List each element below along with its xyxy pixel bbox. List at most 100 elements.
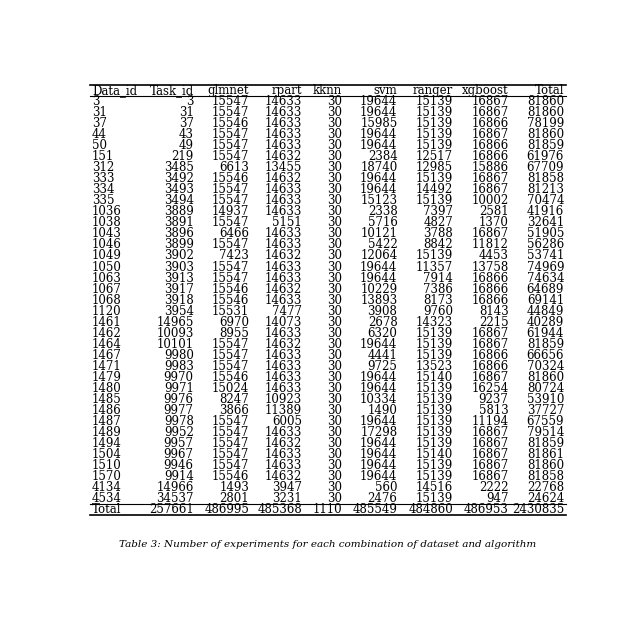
Text: 3899: 3899 (164, 238, 194, 252)
Text: 12985: 12985 (416, 161, 453, 174)
Text: 81859: 81859 (527, 437, 564, 450)
Text: 74634: 74634 (527, 271, 564, 285)
Text: 30: 30 (327, 228, 342, 240)
Text: 15547: 15547 (212, 360, 250, 373)
Text: 44849: 44849 (527, 305, 564, 318)
Text: 16866: 16866 (471, 271, 509, 285)
Text: 24624: 24624 (527, 493, 564, 505)
Text: 14632: 14632 (265, 172, 302, 185)
Text: 13523: 13523 (416, 360, 453, 373)
Text: 15546: 15546 (212, 470, 250, 483)
Text: 10093: 10093 (156, 327, 194, 340)
Text: 335: 335 (92, 194, 115, 207)
Text: 15546: 15546 (212, 172, 250, 185)
Text: 1462: 1462 (92, 327, 122, 340)
Text: 30: 30 (327, 371, 342, 384)
Text: 1043: 1043 (92, 228, 122, 240)
Text: 19644: 19644 (360, 183, 397, 197)
Text: 1510: 1510 (92, 459, 122, 472)
Text: 30: 30 (327, 493, 342, 505)
Text: 14633: 14633 (265, 448, 302, 461)
Text: 81858: 81858 (527, 172, 564, 185)
Text: 484860: 484860 (408, 503, 453, 517)
Text: 15139: 15139 (416, 106, 453, 119)
Text: 15547: 15547 (212, 150, 250, 163)
Text: 30: 30 (327, 183, 342, 197)
Text: 3788: 3788 (423, 228, 453, 240)
Text: 1068: 1068 (92, 294, 122, 307)
Text: 16867: 16867 (471, 459, 509, 472)
Text: 4534: 4534 (92, 493, 122, 505)
Text: 15140: 15140 (416, 448, 453, 461)
Text: 9914: 9914 (164, 470, 194, 483)
Text: 14632: 14632 (265, 338, 302, 351)
Text: 30: 30 (327, 327, 342, 340)
Text: 1504: 1504 (92, 448, 122, 461)
Text: 15547: 15547 (212, 106, 250, 119)
Text: 1493: 1493 (220, 481, 250, 495)
Text: 257661: 257661 (149, 503, 194, 517)
Text: 16867: 16867 (471, 228, 509, 240)
Text: 30: 30 (327, 360, 342, 373)
Text: 15139: 15139 (416, 459, 453, 472)
Text: 30: 30 (327, 448, 342, 461)
Text: 15886: 15886 (472, 161, 509, 174)
Text: 15139: 15139 (416, 349, 453, 362)
Text: 30: 30 (327, 305, 342, 318)
Text: 1464: 1464 (92, 338, 122, 351)
Text: Total: Total (534, 84, 564, 97)
Text: 9957: 9957 (164, 437, 194, 450)
Text: 14965: 14965 (156, 316, 194, 329)
Text: 3896: 3896 (164, 228, 194, 240)
Text: 16866: 16866 (471, 150, 509, 163)
Text: Task_id: Task_id (150, 84, 194, 97)
Text: 30: 30 (327, 349, 342, 362)
Text: 19644: 19644 (360, 448, 397, 461)
Text: 30: 30 (327, 128, 342, 141)
Text: 14633: 14633 (265, 294, 302, 307)
Text: 15139: 15139 (416, 382, 453, 395)
Text: 16867: 16867 (471, 371, 509, 384)
Text: 4453: 4453 (479, 250, 509, 262)
Text: xgboost: xgboost (462, 84, 509, 97)
Text: 15139: 15139 (416, 404, 453, 417)
Text: 14632: 14632 (265, 437, 302, 450)
Text: 14633: 14633 (265, 426, 302, 439)
Text: 14323: 14323 (416, 316, 453, 329)
Text: ranger: ranger (413, 84, 453, 97)
Text: 19644: 19644 (360, 470, 397, 483)
Text: 3494: 3494 (164, 194, 194, 207)
Text: 3918: 3918 (164, 294, 194, 307)
Text: 16866: 16866 (471, 139, 509, 152)
Text: 6613: 6613 (220, 161, 250, 174)
Text: 15139: 15139 (416, 327, 453, 340)
Text: 15139: 15139 (416, 437, 453, 450)
Text: 10121: 10121 (360, 228, 397, 240)
Text: 30: 30 (327, 205, 342, 218)
Text: 37: 37 (92, 117, 107, 130)
Text: 30: 30 (327, 393, 342, 406)
Text: 15139: 15139 (416, 250, 453, 262)
Text: 8247: 8247 (220, 393, 250, 406)
Text: 16867: 16867 (471, 327, 509, 340)
Text: 15139: 15139 (416, 338, 453, 351)
Text: 19644: 19644 (360, 271, 397, 285)
Text: 14633: 14633 (265, 228, 302, 240)
Text: 30: 30 (327, 316, 342, 329)
Text: 1120: 1120 (92, 305, 122, 318)
Text: 9977: 9977 (164, 404, 194, 417)
Text: 30: 30 (327, 283, 342, 295)
Text: 7397: 7397 (423, 205, 453, 218)
Text: 15123: 15123 (360, 194, 397, 207)
Text: 56286: 56286 (527, 238, 564, 252)
Text: 31: 31 (92, 106, 107, 119)
Text: 67559: 67559 (527, 415, 564, 428)
Text: kknn: kknn (312, 84, 342, 97)
Text: 14633: 14633 (265, 106, 302, 119)
Text: 9237: 9237 (479, 393, 509, 406)
Text: 3889: 3889 (164, 205, 194, 218)
Text: 30: 30 (327, 106, 342, 119)
Text: 19644: 19644 (360, 172, 397, 185)
Text: 61976: 61976 (527, 150, 564, 163)
Text: 10229: 10229 (360, 283, 397, 295)
